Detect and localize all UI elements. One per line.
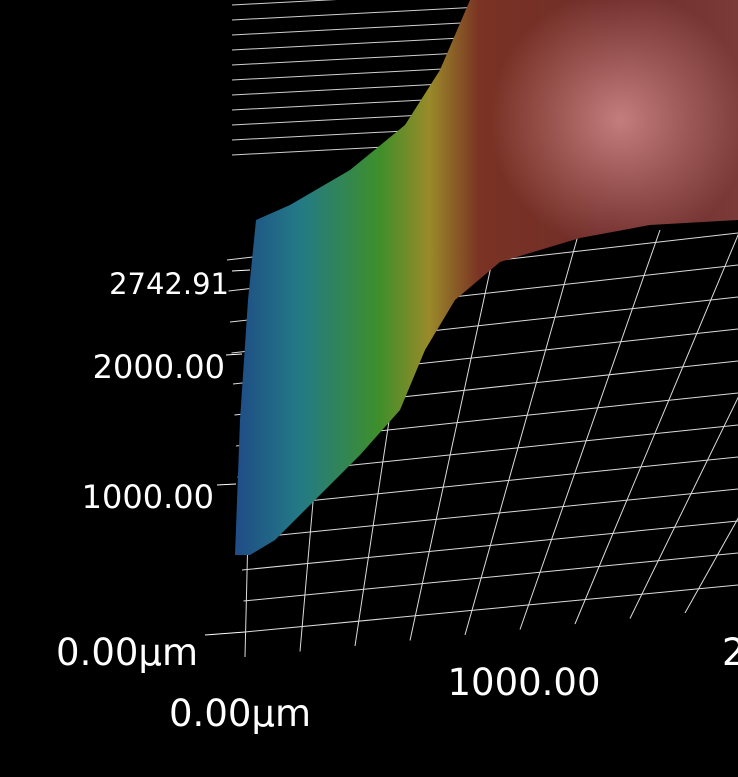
grid-line: [684, 517, 738, 614]
grid-line: [464, 231, 580, 636]
y-tick-label: 0.00µm: [169, 692, 311, 735]
grid-line: [409, 233, 499, 641]
x-tick-label: 1000.00: [447, 661, 600, 704]
wall-grid-line: [231, 51, 481, 66]
wall-grid-line: [231, 21, 481, 36]
surface-highlight: [470, 0, 738, 262]
z-tick: [216, 483, 237, 486]
z-tick-label: 2000.00: [93, 348, 225, 386]
grid-line: [240, 488, 738, 540]
wall-grid-line: [231, 36, 481, 51]
grid-line: [629, 396, 738, 619]
origin-label-z: 0.00µm: [56, 631, 198, 674]
z-tick-label: 1000.00: [82, 478, 214, 516]
grid-line: [244, 584, 738, 633]
grid-line: [243, 552, 738, 602]
x-tick-label-partial: 2: [722, 631, 738, 674]
wall-grid-line: [231, 6, 481, 21]
grid-line: [519, 229, 661, 630]
grid-line: [574, 233, 738, 625]
wall-grid-line: [231, 66, 481, 81]
z-tick-label: 2742.91: [109, 267, 229, 301]
z-tick: [231, 269, 251, 272]
z-tick: [204, 631, 246, 636]
grid-line: [238, 456, 738, 509]
z-tick: [225, 353, 243, 356]
wall-grid-line: [231, 0, 337, 6]
